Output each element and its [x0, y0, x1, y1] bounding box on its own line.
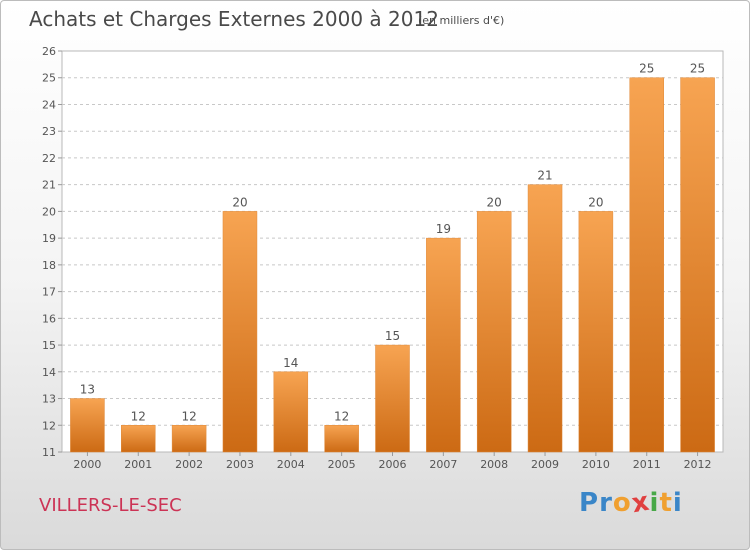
bar — [273, 371, 309, 453]
bar — [171, 425, 207, 453]
data-label: 15 — [385, 329, 400, 343]
bar — [426, 237, 461, 453]
y-tick-label: 11 — [42, 446, 56, 459]
bar — [527, 184, 563, 453]
y-tick-label: 25 — [42, 72, 56, 85]
bar — [121, 425, 156, 453]
bar — [324, 425, 359, 453]
y-tick-label: 19 — [42, 232, 56, 245]
x-tick-label: 2011 — [633, 458, 661, 471]
data-label: 20 — [588, 195, 603, 209]
bar — [680, 77, 715, 453]
x-tick-label: 2010 — [582, 458, 610, 471]
y-tick-label: 24 — [42, 98, 56, 111]
brand-logo: Proxiti — [579, 487, 683, 520]
chart-title: Achats et Charges Externes 2000 à 2012 — [29, 7, 439, 31]
brand-letter: o — [612, 488, 632, 518]
brand-letter: i — [649, 488, 660, 518]
data-label: 25 — [690, 62, 705, 76]
bar — [70, 398, 105, 453]
y-tick-label: 20 — [42, 205, 56, 218]
y-tick-label: 26 — [42, 45, 56, 58]
x-tick-label: 2003 — [226, 458, 254, 471]
brand-letter: P — [579, 488, 600, 518]
bars: 13 12 12 20 14 12 15 19 20 21 20 25 25 — [70, 62, 715, 453]
brand-letter: r — [599, 488, 613, 518]
data-label: 25 — [639, 62, 654, 76]
y-tick-label: 22 — [42, 152, 56, 165]
bar — [222, 211, 258, 453]
x-tick-label: 2007 — [429, 458, 457, 471]
data-label: 20 — [487, 195, 502, 209]
x-tick-label: 2008 — [480, 458, 508, 471]
data-label: 12 — [131, 409, 146, 423]
y-tick-label: 16 — [42, 312, 56, 325]
data-label: 14 — [283, 356, 298, 370]
bar — [629, 77, 664, 453]
y-tick-label: 17 — [42, 286, 56, 299]
town-name: VILLERS-LE-SEC — [39, 495, 182, 516]
y-tick-label: 12 — [42, 419, 56, 432]
brand-letter: t — [659, 488, 673, 518]
x-tick-label: 2002 — [175, 458, 203, 471]
data-label: 20 — [232, 195, 247, 209]
x-axis: 2000 2001 2002 2003 2004 2005 2006 2007 2008 2009… — [73, 452, 712, 471]
y-tick-label: 18 — [42, 259, 56, 272]
data-label: 12 — [334, 409, 349, 423]
x-tick-label: 2009 — [531, 458, 559, 471]
x-tick-label: 2006 — [379, 458, 407, 471]
data-label: 19 — [436, 222, 451, 236]
y-tick-label: 21 — [42, 179, 56, 192]
x-tick-label: 2001 — [124, 458, 152, 471]
y-axis: 11 12 13 14 15 16 17 18 19 20 21 22 23 24 25 26 — [42, 45, 62, 459]
y-tick-label: 13 — [42, 393, 56, 406]
y-tick-label: 15 — [42, 339, 56, 352]
bar — [375, 344, 410, 453]
bar — [578, 211, 614, 453]
y-tick-label: 23 — [42, 125, 56, 138]
x-tick-label: 2012 — [684, 458, 712, 471]
x-tick-label: 2005 — [328, 458, 356, 471]
brand-letter: i — [672, 488, 683, 518]
data-label: 12 — [181, 409, 196, 423]
chart-subtitle: (en milliers d'€) — [418, 14, 505, 27]
y-tick-label: 14 — [42, 366, 56, 379]
x-tick-label: 2000 — [73, 458, 101, 471]
bar — [476, 211, 512, 453]
x-tick-label: 2004 — [277, 458, 305, 471]
data-label: 21 — [537, 169, 552, 183]
data-label: 13 — [80, 383, 95, 397]
